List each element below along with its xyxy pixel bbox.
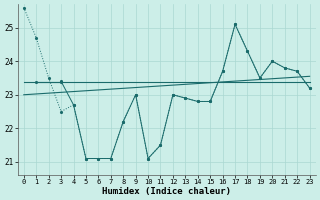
X-axis label: Humidex (Indice chaleur): Humidex (Indice chaleur) bbox=[102, 187, 231, 196]
